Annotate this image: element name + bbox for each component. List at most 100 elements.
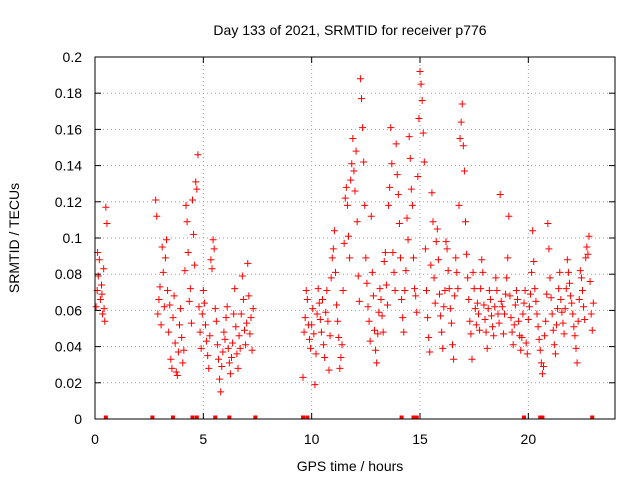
data-point — [373, 359, 381, 367]
data-point — [555, 285, 563, 293]
data-point — [177, 305, 185, 313]
data-point — [579, 286, 586, 294]
data-point — [549, 326, 557, 334]
data-point — [197, 344, 205, 352]
data-point — [573, 359, 581, 367]
data-point — [377, 296, 385, 304]
data-point — [226, 370, 234, 378]
data-point — [338, 341, 346, 349]
data-point — [100, 265, 108, 273]
x-axis-title: GPS time / hours — [297, 458, 404, 474]
y-tick-labels: 0 0.02 0.04 0.06 0.08 0.1 0.12 0.14 0.16 0.18 0.2 — [55, 49, 82, 427]
data-point — [420, 158, 428, 166]
data-point — [566, 279, 573, 287]
data-point — [354, 272, 362, 280]
data-point — [322, 308, 330, 316]
data-point — [387, 124, 395, 132]
data-point — [310, 330, 318, 338]
data-point — [469, 268, 477, 276]
data-point — [153, 212, 161, 220]
data-point — [431, 299, 439, 307]
data-point — [158, 243, 166, 251]
y-tick-label: 0.06 — [55, 302, 82, 318]
data-point — [193, 185, 201, 193]
data-point — [394, 191, 402, 199]
data-point — [244, 259, 252, 267]
data-point — [470, 285, 478, 293]
data-point — [368, 268, 376, 276]
data-point — [472, 321, 480, 329]
data-point — [371, 326, 378, 334]
data-point — [390, 268, 398, 276]
data-point — [237, 310, 245, 318]
data-point — [159, 268, 167, 276]
data-point — [417, 80, 425, 88]
data-point — [329, 245, 337, 253]
data-point — [100, 305, 108, 313]
data-point — [407, 185, 415, 193]
data-point — [308, 321, 316, 329]
data-point — [98, 281, 105, 289]
data-point — [319, 296, 326, 304]
data-point — [456, 134, 464, 142]
data-point — [393, 171, 401, 179]
data-point — [583, 243, 591, 251]
data-point — [428, 189, 436, 197]
data-point — [567, 292, 575, 300]
data-point — [161, 254, 169, 262]
data-point — [402, 267, 410, 275]
data-point — [101, 317, 109, 325]
data-point — [477, 285, 485, 293]
data-point — [186, 285, 194, 293]
data-point — [234, 364, 242, 372]
data-point — [468, 355, 476, 363]
data-point — [315, 299, 323, 307]
data-point — [324, 317, 332, 325]
data-point — [157, 321, 165, 329]
data-point — [198, 310, 206, 318]
data-point — [562, 285, 570, 293]
data-point — [361, 201, 369, 209]
data-point — [335, 334, 343, 342]
data-point — [403, 214, 411, 222]
data-point — [374, 330, 382, 338]
data-point — [222, 314, 230, 322]
x-tick-labels: 0 5 10 15 20 — [91, 431, 536, 447]
data-point — [484, 305, 492, 313]
data-point — [380, 258, 388, 266]
data-point — [586, 277, 594, 285]
y-tick-label: 0.18 — [55, 85, 82, 101]
data-point — [545, 245, 553, 253]
data-point — [410, 254, 417, 262]
data-point — [204, 352, 212, 360]
data-point — [438, 328, 446, 336]
data-point — [572, 344, 580, 352]
data-point — [424, 314, 432, 322]
data-point — [529, 227, 537, 235]
data-point — [421, 245, 429, 253]
data-point — [471, 305, 479, 313]
data-point — [398, 296, 406, 304]
data-point — [347, 176, 355, 184]
data-point — [203, 337, 211, 345]
data-point — [517, 346, 525, 354]
data-point — [317, 328, 325, 336]
data-point — [436, 290, 443, 298]
data-point — [302, 286, 310, 294]
data-point — [485, 286, 493, 294]
data-point — [178, 334, 186, 342]
data-point — [241, 326, 248, 334]
data-point — [418, 96, 426, 104]
data-point — [388, 160, 396, 168]
data-point — [195, 303, 203, 311]
y-tick-label: 0.04 — [55, 339, 82, 355]
data-point — [577, 274, 585, 282]
data-point — [509, 341, 517, 349]
data-point — [548, 310, 556, 318]
data-point — [465, 296, 473, 304]
data-point — [376, 285, 384, 293]
data-point — [512, 286, 520, 294]
data-point — [522, 339, 530, 347]
data-point — [346, 254, 354, 262]
